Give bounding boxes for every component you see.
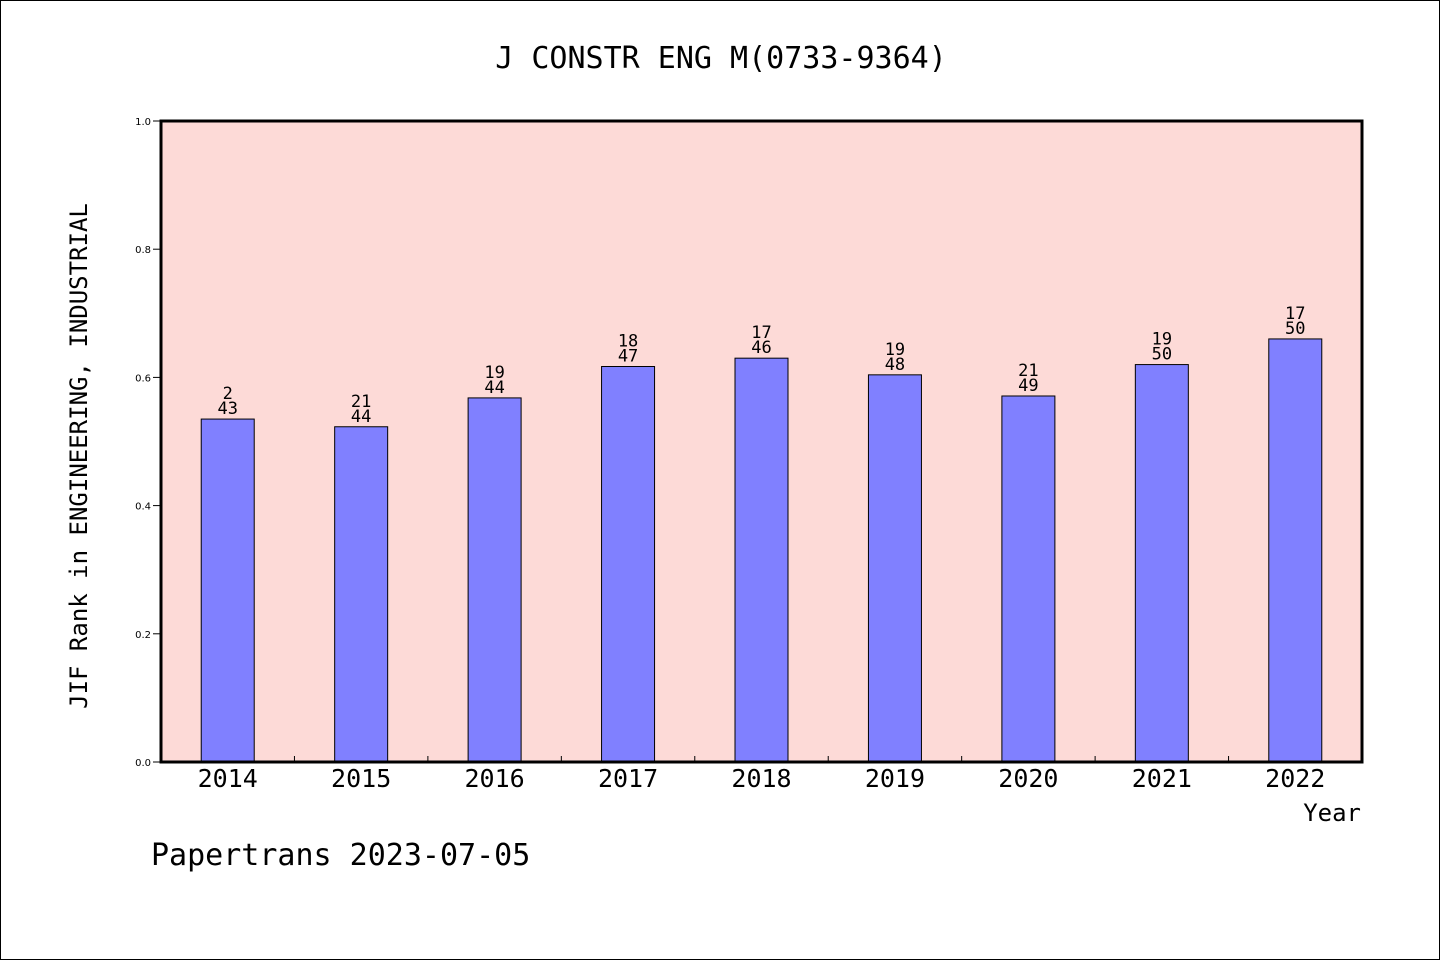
x-tick-label-2022: 2022 bbox=[1265, 764, 1325, 793]
bar-rank-label-2022: 17 bbox=[1285, 304, 1305, 324]
bar-total-label-2021: 50 bbox=[1152, 345, 1172, 365]
bar-2016 bbox=[467, 397, 522, 763]
bar-total-label-2022: 50 bbox=[1285, 319, 1305, 339]
bar-2015 bbox=[334, 426, 389, 763]
y-axis: 0.0 0.2 0.4 0.6 0.8 1.0 bbox=[135, 117, 161, 769]
x-axis-label: Year bbox=[1303, 799, 1361, 827]
y-tick-label-1.0: 1.0 bbox=[135, 117, 151, 128]
bars-group bbox=[200, 338, 1323, 763]
y-tick-label-0.8: 0.8 bbox=[135, 245, 151, 256]
bar-2019 bbox=[867, 374, 922, 763]
bar-total-label-2016: 44 bbox=[484, 378, 504, 398]
x-tick-label-2017: 2017 bbox=[598, 764, 658, 793]
bar-rank-label-2017: 18 bbox=[618, 332, 638, 352]
bar-2017 bbox=[601, 366, 656, 763]
x-tick-label-2016: 2016 bbox=[465, 764, 525, 793]
bar-rank-label-2021: 19 bbox=[1152, 330, 1172, 350]
chart-title: J CONSTR ENG M(0733-9364) bbox=[495, 41, 947, 76]
x-tick-label-2019: 2019 bbox=[865, 764, 925, 793]
bar-2014 bbox=[200, 418, 255, 763]
bar-rank-label-2014: 2 bbox=[223, 384, 233, 404]
footer-credit: Papertrans 2023-07-05 bbox=[151, 838, 530, 873]
plot-border bbox=[159, 119, 1364, 764]
bar-rank-label-2015: 21 bbox=[351, 392, 371, 412]
x-axis: 2014 2015 2016 2017 2018 2019 2020 2021 2022 bbox=[198, 756, 1325, 793]
bar-rank-label-2018: 17 bbox=[751, 323, 771, 343]
y-tick-label-0.2: 0.2 bbox=[135, 630, 151, 641]
bar-rank-label-2016: 19 bbox=[484, 363, 504, 383]
x-tick-label-2018: 2018 bbox=[731, 764, 791, 793]
x-tick-label-2015: 2015 bbox=[331, 764, 391, 793]
bar-total-label-2017: 47 bbox=[618, 347, 638, 367]
y-tick-label-0.4: 0.4 bbox=[135, 502, 151, 513]
bar-2018 bbox=[734, 357, 789, 763]
bar-total-label-2014: 43 bbox=[217, 399, 237, 419]
y-tick-label-0.6: 0.6 bbox=[135, 373, 151, 384]
bar-2022 bbox=[1268, 338, 1323, 763]
y-axis-label: JIF Rank in ENGINEERING, INDUSTRIAL bbox=[65, 203, 93, 709]
bar-total-label-2018: 46 bbox=[751, 338, 771, 358]
bar-total-label-2020: 49 bbox=[1018, 376, 1038, 396]
bar-total-label-2015: 44 bbox=[351, 407, 371, 427]
bar-rank-label-2020: 21 bbox=[1018, 361, 1038, 381]
bar-2020 bbox=[1001, 395, 1056, 763]
bar-2021 bbox=[1134, 364, 1189, 763]
bar-rank-label-2019: 19 bbox=[885, 340, 905, 360]
bar-total-label-2019: 48 bbox=[885, 355, 905, 375]
y-tick-label-0.0: 0.0 bbox=[135, 758, 151, 769]
x-tick-label-2021: 2021 bbox=[1132, 764, 1192, 793]
x-tick-label-2020: 2020 bbox=[998, 764, 1058, 793]
x-tick-label-2014: 2014 bbox=[198, 764, 258, 793]
